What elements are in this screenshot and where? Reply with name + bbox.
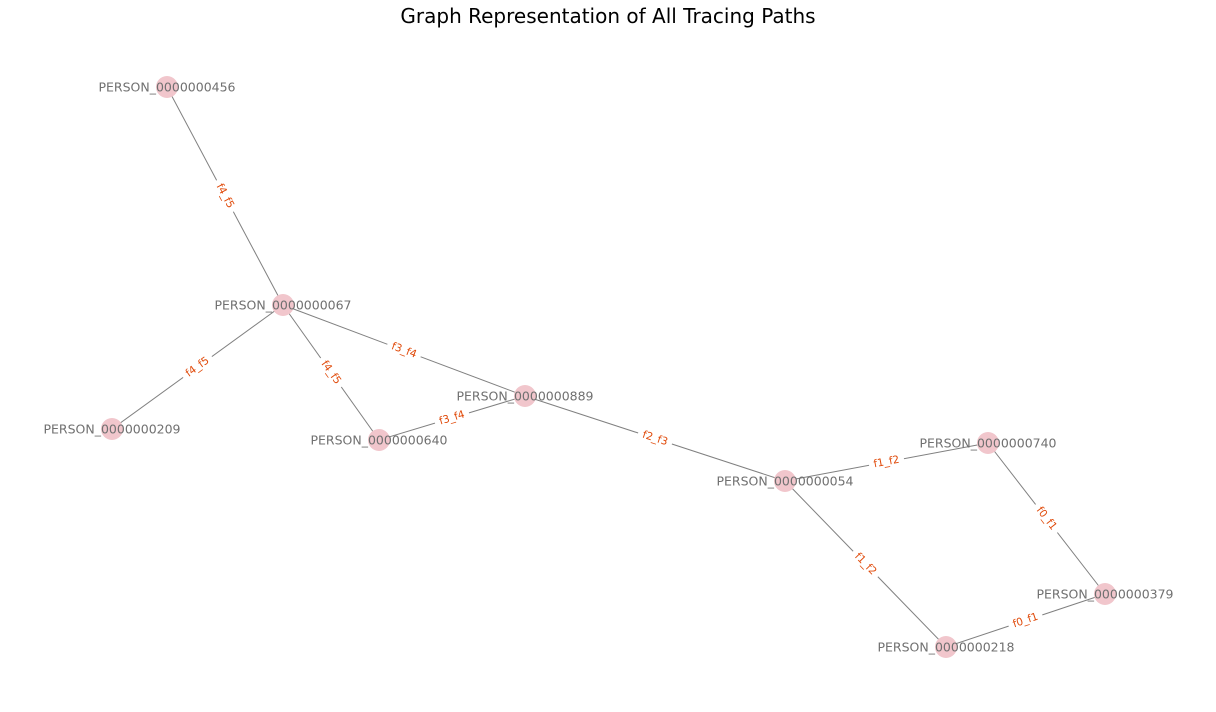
graph-node — [156, 76, 178, 98]
node-label: PERSON_0000000054 — [716, 474, 853, 489]
graph-node — [101, 418, 123, 440]
edge-label: f3_f4 — [390, 340, 419, 360]
graph-node — [977, 432, 999, 454]
graph-node — [368, 429, 390, 451]
graph-node — [774, 470, 796, 492]
edge-label: f2_f3 — [641, 429, 669, 448]
node-label: PERSON_0000000067 — [214, 298, 351, 313]
edge-label-background — [867, 452, 906, 472]
nodes-layer — [101, 76, 1116, 658]
edge-label-background — [636, 427, 674, 450]
node-label: PERSON_0000000456 — [98, 80, 235, 95]
graph-node — [1094, 583, 1116, 605]
edge-label: f3_f4 — [438, 408, 467, 427]
edge-label-background — [433, 407, 471, 429]
edge-label-background — [211, 177, 239, 215]
edge-label: f0_f1 — [1011, 611, 1039, 631]
node-label: PERSON_0000000640 — [310, 433, 447, 448]
node-label: PERSON_0000000889 — [456, 389, 593, 404]
edge-label-background — [848, 547, 883, 581]
graph-node — [272, 294, 294, 316]
graph-title: Graph Representation of All Tracing Path… — [400, 4, 816, 28]
edge-label: f1_f2 — [873, 454, 901, 471]
edge-label: f4_f5 — [214, 182, 237, 211]
graph-node — [514, 385, 536, 407]
edge-label-background — [1006, 609, 1045, 632]
edge-label-background — [385, 338, 423, 363]
node-label: PERSON_0000000379 — [1036, 587, 1173, 602]
node-label: PERSON_0000000740 — [919, 436, 1056, 451]
graph-node — [935, 636, 957, 658]
edge-label-background — [315, 354, 347, 391]
node-label: PERSON_0000000209 — [43, 422, 180, 437]
edge-label-background — [1030, 500, 1063, 537]
edges-layer — [111, 86, 1106, 648]
node-labels-layer: PERSON_0000000456 PERSON_0000000067 PERSON… — [43, 80, 1173, 655]
node-label: PERSON_0000000218 — [877, 640, 1014, 655]
edge-label-background — [179, 351, 216, 383]
